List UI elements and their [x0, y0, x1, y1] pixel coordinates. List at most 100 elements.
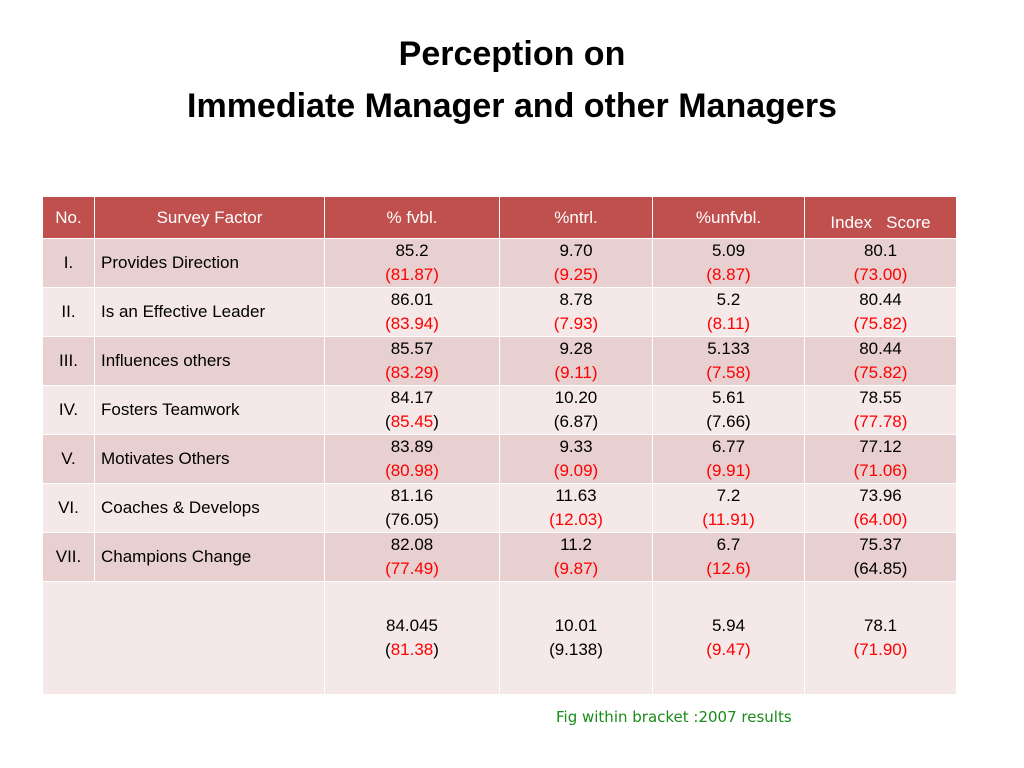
- survey-factor: Champions Change: [94, 532, 325, 582]
- previous-value: (80.98): [385, 461, 439, 480]
- survey-factor: Motivates Others: [94, 434, 325, 484]
- current-value: 80.44: [859, 339, 902, 358]
- current-value: 85.57: [390, 339, 434, 358]
- current-value: 86.01: [390, 290, 434, 309]
- header-unfvbl: %unfvbl.: [652, 196, 805, 239]
- current-value: 82.08: [390, 535, 434, 554]
- ntrl-cell: 11.63 (12.03): [499, 483, 653, 533]
- previous-value: (76.05): [385, 510, 439, 529]
- index-cell: 80.44 (75.82): [804, 287, 957, 337]
- row-number: VI.: [42, 483, 95, 533]
- current-value: 81.16: [390, 486, 434, 505]
- current-value: 84.045: [386, 616, 438, 635]
- current-value: 80.44: [859, 290, 902, 309]
- fvbl-cell: 82.08 (77.49): [324, 532, 500, 582]
- previous-value: (6.87): [553, 412, 599, 431]
- previous-value: (7.58): [706, 363, 751, 382]
- current-value: 6.77: [711, 437, 746, 456]
- current-value: 10.20: [554, 388, 598, 407]
- current-value: 85.2: [395, 241, 429, 260]
- previous-value-wrapper: (81.38): [385, 640, 439, 659]
- header-survey-factor: Survey Factor: [94, 196, 325, 239]
- previous-value: (75.82): [853, 363, 908, 382]
- current-value: 78.55: [859, 388, 902, 407]
- previous-value: (77.78): [853, 412, 908, 431]
- overall-row: 84.045 (81.38) 10.01 (9.138) 5.94 (9.47) 78…: [42, 581, 957, 695]
- current-value: 75.37: [859, 535, 902, 554]
- table-row: II. Is an Effective Leader 86.01 (83.94) …: [42, 287, 957, 337]
- slide-title-line-1: Perception on: [398, 35, 626, 73]
- unfvbl-cell: 5.133 (7.58): [652, 336, 805, 386]
- previous-value: (75.82): [853, 314, 908, 333]
- fvbl-cell: 85.57 (83.29): [324, 336, 500, 386]
- current-value: 10.01: [554, 616, 598, 635]
- slide-title-line-2: Immediate Manager and other Managers: [187, 87, 837, 125]
- ntrl-cell: 9.28 (9.11): [499, 336, 653, 386]
- previous-value: (83.29): [385, 363, 439, 382]
- ntrl-cell: 11.2 (9.87): [499, 532, 653, 582]
- row-number: II.: [42, 287, 95, 337]
- current-value: 8.78: [559, 290, 593, 309]
- header-index-score: Index Score: [804, 196, 957, 239]
- fvbl-cell: 81.16 (76.05): [324, 483, 500, 533]
- current-value: 77.12: [859, 437, 902, 456]
- current-value: 5.94: [711, 616, 746, 635]
- fvbl-cell: 84.045 (81.38): [324, 581, 500, 695]
- table-row: VII. Champions Change 82.08 (77.49) 11.2 (…: [42, 532, 957, 582]
- previous-value: (9.138): [549, 640, 603, 659]
- table-row: V. Motivates Others 83.89 (80.98) 9.33 (9.…: [42, 434, 957, 484]
- current-value: 9.33: [559, 437, 593, 456]
- current-value: 5.2: [716, 290, 741, 309]
- previous-value: 81.38: [390, 640, 434, 659]
- current-value: 9.70: [559, 241, 593, 260]
- current-value: 5.61: [711, 388, 746, 407]
- current-value: 84.17: [390, 388, 434, 407]
- previous-value: (64.85): [853, 559, 908, 578]
- previous-value: (73.00): [853, 265, 908, 284]
- current-value: 9.28: [559, 339, 593, 358]
- survey-factor: Is an Effective Leader: [94, 287, 325, 337]
- unfvbl-cell: 5.94 (9.47): [652, 581, 805, 695]
- current-value: 5.09: [711, 241, 746, 260]
- survey-factor: Influences others: [94, 336, 325, 386]
- survey-factor: Coaches & Develops: [94, 483, 325, 533]
- unfvbl-cell: 6.77 (9.91): [652, 434, 805, 484]
- previous-value: 85.45: [390, 412, 434, 431]
- current-value: 6.7: [716, 535, 741, 554]
- header-no: No.: [42, 196, 95, 239]
- previous-value: (8.87): [706, 265, 751, 284]
- index-cell: 75.37 (64.85): [804, 532, 957, 582]
- survey-factor: Fosters Teamwork: [94, 385, 325, 435]
- ntrl-cell: 8.78 (7.93): [499, 287, 653, 337]
- previous-value-wrapper: (85.45): [385, 412, 439, 431]
- previous-value: (64.00): [853, 510, 908, 529]
- current-value: 7.2: [716, 486, 741, 505]
- row-number: IV.: [42, 385, 95, 435]
- unfvbl-cell: 7.2 (11.91): [652, 483, 805, 533]
- table-row: I. Provides Direction 85.2 (81.87) 9.70 (9…: [42, 238, 957, 288]
- current-value: 80.1: [863, 241, 898, 260]
- header-fvbl: % fvbl.: [324, 196, 500, 239]
- previous-value: (9.91): [706, 461, 751, 480]
- index-cell: 73.96 (64.00): [804, 483, 957, 533]
- current-value: 83.89: [390, 437, 434, 456]
- previous-value: (7.93): [553, 314, 599, 333]
- current-value: 11.63: [555, 486, 597, 505]
- index-cell: 78.55 (77.78): [804, 385, 957, 435]
- current-value: 78.1: [863, 616, 898, 635]
- fvbl-cell: 86.01 (83.94): [324, 287, 500, 337]
- previous-value: (77.49): [385, 559, 439, 578]
- table-header-row: No. Survey Factor % fvbl. %ntrl. %unfvbl…: [42, 196, 957, 239]
- previous-value: (83.94): [385, 314, 439, 333]
- survey-factor: Provides Direction: [94, 238, 325, 288]
- ntrl-cell: 9.70 (9.25): [499, 238, 653, 288]
- ntrl-cell: 10.20 (6.87): [499, 385, 653, 435]
- previous-value: (9.87): [553, 559, 599, 578]
- unfvbl-cell: 5.61 (7.66): [652, 385, 805, 435]
- previous-value: (7.66): [706, 412, 751, 431]
- previous-value: (9.47): [706, 640, 751, 659]
- fvbl-cell: 84.17 (85.45): [324, 385, 500, 435]
- previous-value: (11.91): [702, 510, 755, 529]
- previous-value: (9.09): [553, 461, 599, 480]
- index-cell: 80.1 (73.00): [804, 238, 957, 288]
